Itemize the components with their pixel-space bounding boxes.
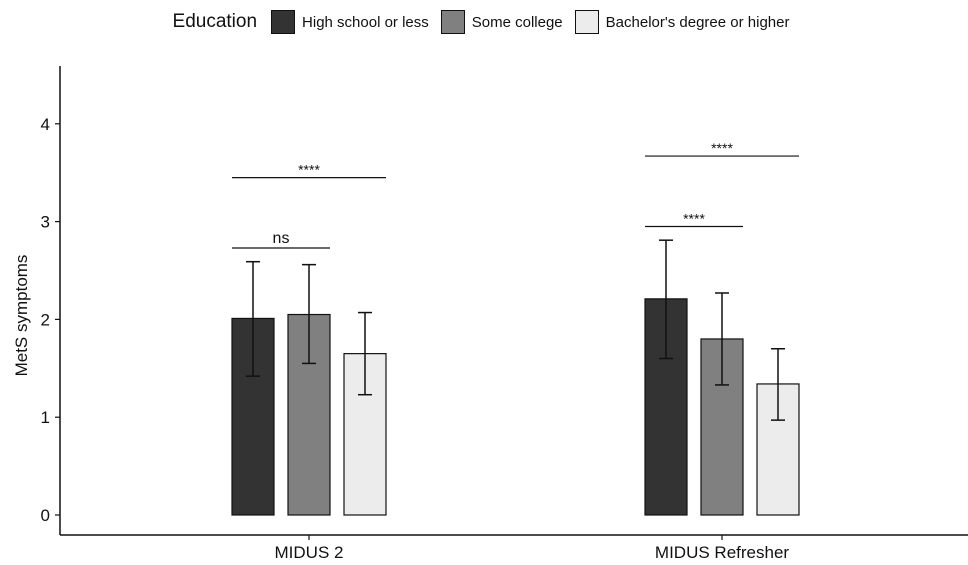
significance-label: ****	[298, 162, 320, 178]
significance-label: ****	[711, 140, 733, 156]
legend-item-some-college: Some college	[440, 10, 563, 34]
legend-title: Education	[172, 11, 258, 32]
x-tick-label: MIDUS 2	[275, 543, 344, 562]
legend-item-high-school: High school or less	[271, 10, 429, 34]
significance-label: ****	[683, 210, 705, 226]
y-tick-label: 3	[41, 213, 50, 232]
legend-swatch	[574, 10, 599, 34]
legend: Education High school or less Some colle…	[0, 0, 968, 44]
legend-label: Bachelor's degree or higher	[605, 13, 790, 31]
legend-label: High school or less	[302, 13, 429, 31]
y-tick-label: 4	[41, 115, 50, 134]
y-tick-label: 1	[41, 408, 50, 427]
y-axis-label: MetS symptoms	[12, 255, 31, 377]
significance-label: ns	[273, 230, 290, 247]
legend-swatch	[440, 10, 465, 34]
legend-swatch	[271, 10, 296, 34]
legend-item-bachelors: Bachelor's degree or higher	[574, 10, 790, 34]
y-tick-label: 0	[41, 506, 50, 525]
y-tick-label: 2	[41, 310, 50, 329]
x-tick-label: MIDUS Refresher	[655, 543, 789, 562]
legend-label: Some college	[471, 13, 563, 31]
